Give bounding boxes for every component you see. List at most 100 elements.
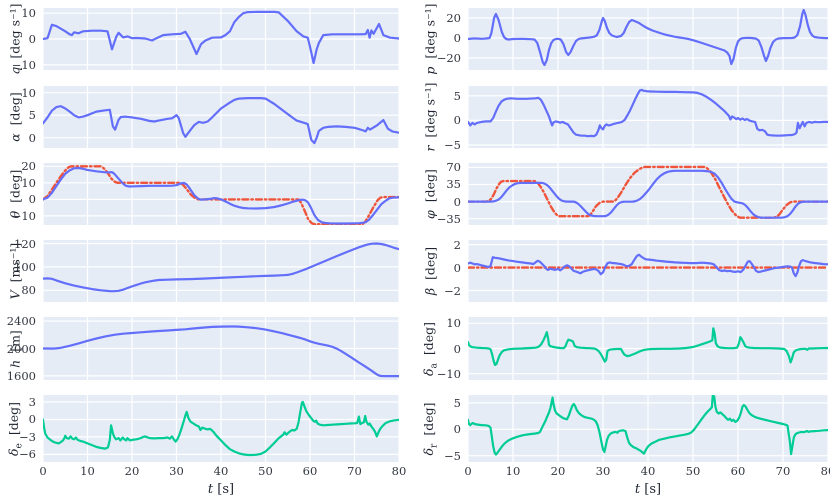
y-tick-label: 1600 [6, 368, 36, 383]
r-response-line [468, 88, 828, 138]
x-tick-label: 70 [775, 464, 791, 478]
x-tick-label: 60 [730, 464, 746, 478]
x-tick-label: 40 [640, 464, 656, 478]
y-tick-label: 120 [14, 236, 36, 251]
plot-area [468, 317, 828, 380]
subplot-h: h [m] 2400 2000 1600 [0, 314, 410, 383]
y-tick-label: −3 [19, 429, 36, 444]
chart-svg-delta_a [468, 317, 828, 380]
y-tick-label: 5 [453, 88, 461, 103]
plot-area [43, 395, 399, 462]
y-tick-label: 5 [453, 395, 461, 410]
x-tick-label: 70 [347, 464, 362, 478]
x-tick-label: 40 [213, 464, 229, 478]
y-tick-label: 20 [21, 159, 36, 174]
y-tick-label: 5 [28, 108, 36, 123]
h-response-line [43, 325, 399, 378]
y-tick-label: −5 [444, 448, 461, 463]
y-tick-label: −2 [444, 283, 461, 298]
chart-svg-q [43, 8, 399, 70]
V-response-line [43, 242, 399, 293]
y-tick-label: 80 [21, 283, 36, 298]
q-response-line [43, 10, 399, 65]
chart-svg-alpha [43, 86, 399, 148]
chart-svg-theta [43, 163, 399, 225]
y-tick-label: 0 [453, 194, 461, 209]
y-tick-label: 0 [453, 341, 461, 356]
x-tick-label: 30 [595, 464, 611, 478]
chart-svg-r [468, 86, 828, 148]
plot-area [468, 163, 828, 225]
subplot-r: r [deg s⁻¹] 5 0 −5 [415, 82, 830, 152]
theta-response-line [43, 166, 399, 225]
y-tick-label: 0 [453, 260, 461, 275]
phi-reference-line [468, 165, 828, 219]
x-tick-label: 10 [80, 464, 95, 478]
chart-svg-h [43, 317, 399, 380]
y-tick-label: 2000 [6, 341, 36, 356]
y-tick-label: 20 [446, 11, 461, 25]
x-tick-label: 50 [258, 464, 273, 478]
x-tick-label: 0 [464, 464, 472, 478]
y-tick-label: 70 [446, 160, 461, 175]
y-tick-label: 10 [21, 85, 36, 100]
y-tick-label: 0 [453, 31, 461, 45]
chart-svg-delta_e [43, 395, 399, 462]
x-tick-label: 10 [505, 464, 521, 478]
x-tick-label: 80 [391, 464, 407, 478]
plot-area [43, 86, 399, 148]
y-tick-label: 0 [28, 192, 36, 207]
plot-area [43, 163, 399, 225]
y-tick-label: −10 [11, 208, 36, 223]
subplot-q: q [deg s⁻¹] 10 0 −10 [0, 3, 410, 75]
plot-area [468, 395, 828, 462]
delta_a-control-line [468, 327, 828, 367]
plot-area [43, 8, 399, 70]
x-tick-label: 30 [169, 464, 184, 478]
plot-area [43, 240, 399, 302]
plot-area [468, 86, 828, 148]
subplot-beta: β [deg] 2 0 −2 [415, 237, 830, 302]
x-tick-label: 50 [685, 464, 701, 478]
x-tick-label: 60 [302, 464, 318, 478]
subplot-delta-a: δa [deg] 10 0 −10 [415, 316, 830, 381]
y-tick-label: 0 [453, 422, 461, 437]
y-tick-label: 100 [14, 259, 36, 274]
subplot-delta-r: δr [deg]t [s]50−501020304050607080 [415, 395, 830, 497]
x-axis-label: t [s] [207, 482, 235, 497]
subplot-alpha: α [deg] 10 5 0 [0, 86, 410, 148]
subplot-p: p [deg s⁻¹] 20 0 −20 [415, 3, 830, 75]
delta_r-control-line [468, 395, 828, 456]
y-tick-label: 10 [21, 6, 36, 21]
y-tick-label: 3 [28, 395, 36, 409]
y-tick-label: 35 [446, 177, 461, 192]
y-tick-label: −5 [444, 138, 461, 153]
p-response-line [468, 8, 828, 67]
y-tick-label: −10 [436, 366, 461, 381]
chart-svg-delta_r [468, 395, 828, 462]
x-tick-label: 20 [550, 464, 566, 478]
subplot-theta: θ [deg] 20 10 0 −10 [0, 159, 410, 225]
y-tick-label: −20 [436, 51, 461, 65]
chart-svg-beta [468, 240, 828, 302]
y-tick-label: 0 [28, 412, 36, 427]
beta-response-line [468, 253, 828, 278]
y-tick-label: 0 [28, 32, 36, 46]
delta_e-control-line [43, 400, 399, 457]
y-tick-label: 10 [21, 175, 36, 190]
y-tick-label: 2 [453, 237, 461, 252]
y-tick-label: −10 [11, 57, 36, 72]
plot-area [468, 8, 828, 70]
x-axis-label: t [s] [634, 482, 662, 497]
phi-response-line [468, 169, 828, 219]
y-tick-label: 0 [453, 113, 461, 128]
alpha-response-line [43, 97, 399, 145]
plot-area [468, 240, 828, 302]
x-tick-label: 20 [124, 464, 140, 478]
theta-reference-line [43, 165, 399, 225]
subplot-phi: φ [deg] 70 35 0 −35 [415, 160, 830, 226]
y-tick-label: 2400 [6, 314, 36, 329]
y-tick-label: −35 [436, 211, 461, 226]
y-tick-label: −6 [19, 447, 36, 462]
x-tick-label: 0 [39, 464, 47, 478]
